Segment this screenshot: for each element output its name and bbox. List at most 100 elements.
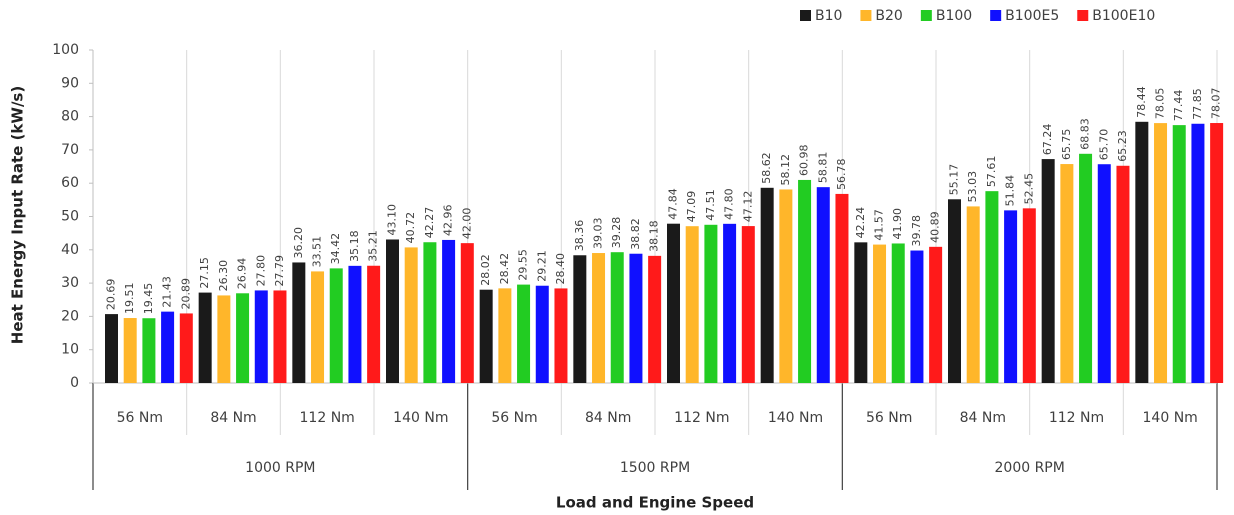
legend-label: B100 [936, 8, 972, 24]
value-label: 42.96 [442, 204, 455, 236]
bar [554, 288, 568, 383]
legend-swatch [990, 10, 1002, 21]
value-label: 34.42 [329, 233, 342, 265]
bar [1172, 125, 1186, 383]
value-label: 19.45 [142, 283, 155, 315]
bar [254, 290, 268, 383]
value-label: 28.40 [554, 253, 567, 285]
value-label: 78.44 [1135, 86, 1148, 118]
bar [629, 253, 643, 383]
value-label: 20.89 [179, 278, 192, 310]
y-tick-label: 100 [52, 42, 79, 58]
bar [685, 226, 699, 383]
value-label: 42.24 [854, 207, 867, 239]
bar [1116, 165, 1130, 383]
bar [1154, 123, 1168, 383]
value-label: 78.05 [1154, 88, 1167, 120]
value-label: 39.78 [910, 215, 923, 247]
bar [1191, 123, 1205, 384]
value-label: 29.21 [535, 250, 548, 282]
bar [1060, 164, 1074, 383]
bar [592, 253, 606, 383]
bar [479, 289, 493, 383]
value-label: 47.09 [685, 191, 698, 223]
bar [236, 293, 250, 383]
y-tick-label: 60 [61, 175, 79, 191]
y-tick-label: 40 [61, 242, 79, 258]
value-label: 47.80 [723, 188, 736, 220]
bar [610, 252, 624, 383]
bar [1097, 164, 1111, 383]
value-label: 21.43 [161, 276, 174, 308]
value-label: 56.78 [835, 158, 848, 190]
value-label: 65.75 [1060, 129, 1073, 161]
legend-label: B100E10 [1092, 8, 1155, 24]
bar [142, 318, 156, 383]
group-label: 2000 RPM [995, 460, 1065, 476]
bar [161, 311, 175, 383]
x-tick-label: 84 Nm [210, 410, 256, 426]
x-tick-label: 84 Nm [585, 410, 631, 426]
bar [1135, 121, 1149, 383]
bar [123, 318, 137, 383]
value-label: 47.84 [667, 188, 680, 220]
bar [179, 313, 193, 383]
bar [217, 295, 231, 383]
x-tick-label: 112 Nm [300, 410, 355, 426]
value-label: 43.10 [386, 204, 399, 236]
value-label: 58.81 [816, 152, 829, 184]
x-tick-label: 56 Nm [491, 410, 537, 426]
bar [667, 223, 680, 383]
bar [741, 226, 755, 383]
bar [929, 246, 943, 383]
value-label: 65.23 [1116, 130, 1129, 162]
bar [835, 193, 849, 383]
bar [779, 189, 793, 383]
value-label: 42.00 [460, 208, 473, 240]
y-tick-label: 10 [61, 342, 79, 358]
value-label: 40.89 [929, 211, 942, 243]
value-label: 41.57 [873, 209, 886, 241]
value-label: 28.42 [498, 253, 511, 285]
value-label: 35.21 [367, 230, 380, 262]
y-tick-label: 70 [61, 142, 79, 158]
value-label: 38.18 [648, 220, 661, 252]
value-label: 77.85 [1191, 88, 1204, 120]
value-label: 77.44 [1172, 90, 1185, 122]
x-tick-label: 84 Nm [960, 410, 1006, 426]
y-axis-title: Heat Energy Input Rate (kW/s) [9, 86, 27, 344]
value-label: 51.84 [1004, 175, 1017, 207]
value-label: 68.83 [1079, 118, 1092, 150]
bar [573, 255, 587, 383]
value-label: 47.12 [741, 191, 754, 223]
bar [198, 292, 212, 383]
y-tick-label: 30 [61, 275, 79, 291]
bar [704, 224, 718, 383]
value-label: 53.03 [966, 171, 979, 203]
legend-swatch [920, 10, 932, 21]
y-tick-label: 50 [61, 209, 79, 225]
bar [816, 187, 830, 383]
bar [1079, 153, 1093, 383]
bar [367, 265, 381, 383]
bar [1210, 123, 1224, 383]
legend-swatch [1077, 10, 1089, 21]
value-label: 55.17 [948, 164, 961, 196]
bar [910, 250, 924, 383]
value-label: 39.28 [610, 217, 623, 249]
value-label: 65.70 [1097, 129, 1110, 161]
value-label: 26.94 [236, 258, 249, 290]
value-label: 33.51 [311, 236, 324, 268]
value-label: 40.72 [404, 212, 417, 244]
value-label: 27.15 [198, 257, 211, 289]
bar [517, 284, 531, 383]
bar [873, 244, 887, 383]
legend-label: B10 [815, 8, 842, 24]
value-label: 47.51 [704, 189, 717, 221]
y-tick-label: 80 [61, 109, 79, 125]
x-tick-label: 140 Nm [1143, 410, 1198, 426]
bar [1004, 210, 1018, 383]
y-tick-label: 90 [61, 75, 79, 91]
bar [311, 271, 325, 383]
